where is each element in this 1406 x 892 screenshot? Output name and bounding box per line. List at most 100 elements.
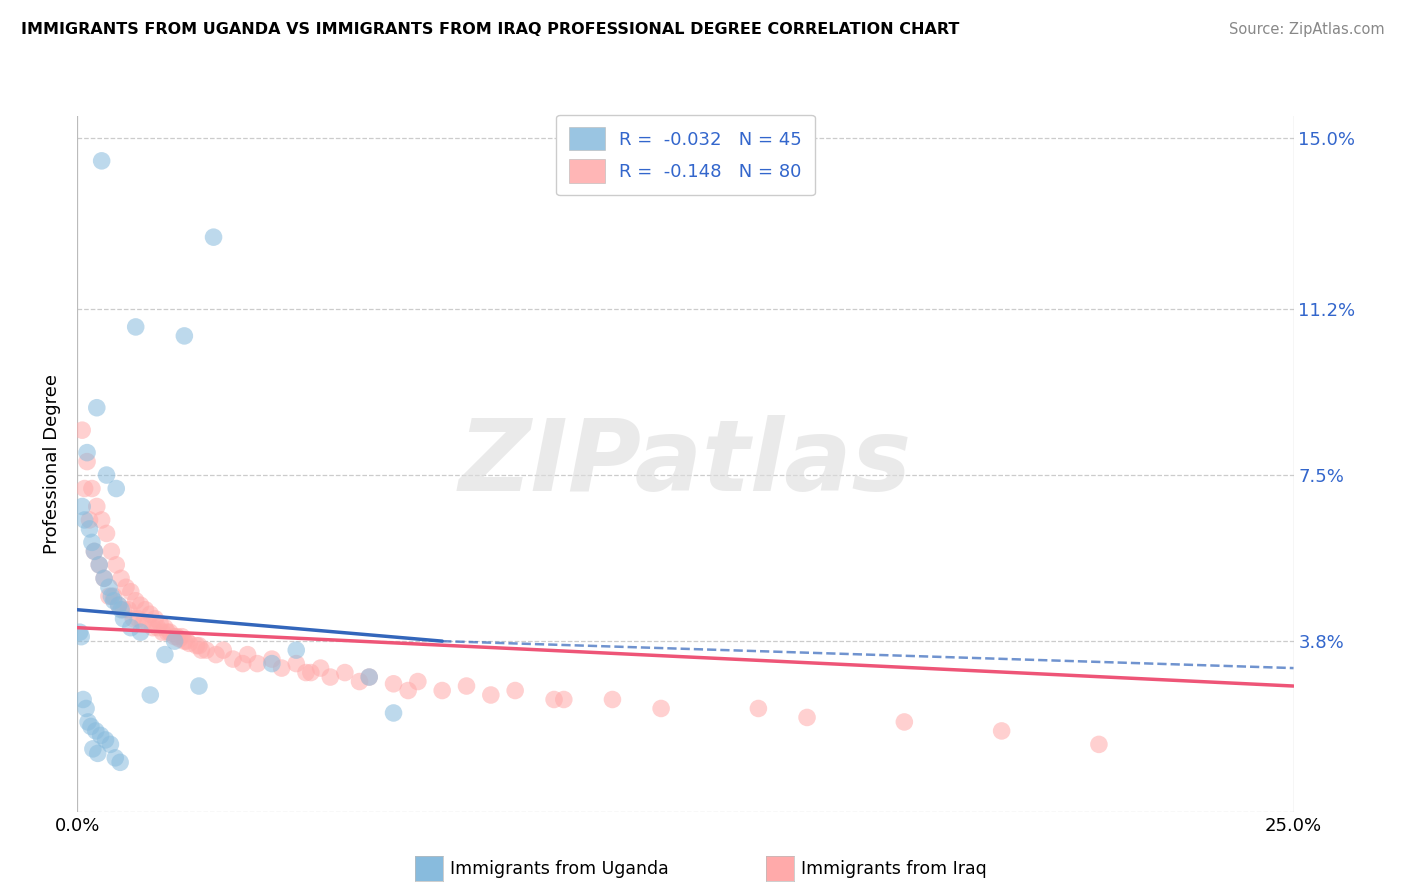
Point — [96, 526, 118, 541]
Point — [103, 593, 125, 607]
Point — [120, 621, 142, 635]
Point — [650, 701, 672, 715]
Point — [503, 683, 526, 698]
Point — [146, 621, 169, 635]
Point — [70, 630, 93, 644]
Point — [406, 674, 429, 689]
Point — [195, 643, 218, 657]
Text: Source: ZipAtlas.com: Source: ZipAtlas.com — [1229, 22, 1385, 37]
Text: IMMIGRANTS FROM UGANDA VS IMMIGRANTS FROM IRAQ PROFESSIONAL DEGREE CORRELATION C: IMMIGRANTS FROM UGANDA VS IMMIGRANTS FRO… — [21, 22, 959, 37]
Point — [89, 558, 111, 572]
Point — [125, 320, 148, 334]
Y-axis label: Professional Degree: Professional Degree — [44, 374, 62, 554]
Point — [212, 643, 235, 657]
Point — [79, 522, 101, 536]
Point — [602, 692, 624, 706]
Point — [142, 621, 165, 635]
Point — [236, 648, 259, 662]
Point — [70, 423, 93, 437]
Point — [70, 500, 93, 514]
Point — [73, 482, 96, 496]
Point — [456, 679, 478, 693]
Legend: R =  -0.032   N = 45, R =  -0.148   N = 80: R = -0.032 N = 45, R = -0.148 N = 80 — [557, 114, 814, 195]
Point — [149, 616, 172, 631]
Point — [105, 558, 128, 572]
Point — [94, 732, 117, 747]
Point — [173, 329, 195, 343]
Point — [169, 632, 191, 646]
Point — [100, 738, 122, 752]
Point — [83, 544, 105, 558]
Point — [543, 692, 565, 706]
Point — [153, 621, 176, 635]
Point — [139, 688, 162, 702]
Point — [77, 714, 100, 729]
Point — [132, 616, 155, 631]
Point — [136, 616, 159, 631]
Point — [125, 593, 148, 607]
Point — [79, 513, 101, 527]
Point — [103, 589, 125, 603]
Point — [127, 612, 149, 626]
Point — [359, 670, 381, 684]
Point — [86, 500, 108, 514]
Point — [90, 153, 112, 168]
Point — [382, 677, 405, 691]
Point — [893, 714, 915, 729]
Point — [349, 674, 371, 689]
Point — [73, 513, 96, 527]
Point — [553, 692, 575, 706]
Text: Immigrants from Uganda: Immigrants from Uganda — [450, 860, 669, 878]
Point — [309, 661, 332, 675]
Point — [76, 454, 98, 468]
Point — [97, 580, 120, 594]
Point — [990, 723, 1012, 738]
Point — [285, 657, 308, 671]
Point — [134, 603, 156, 617]
Point — [72, 692, 94, 706]
Point — [97, 589, 120, 603]
Point — [129, 625, 152, 640]
Point — [90, 728, 112, 742]
Point — [112, 603, 135, 617]
Point — [80, 482, 103, 496]
Point — [75, 701, 97, 715]
Point — [82, 742, 104, 756]
Point — [222, 652, 245, 666]
Point — [299, 665, 322, 680]
Point — [333, 665, 356, 680]
Point — [186, 639, 208, 653]
Text: ZIPatlas: ZIPatlas — [458, 416, 912, 512]
Point — [796, 710, 818, 724]
Point — [179, 636, 201, 650]
Point — [295, 665, 318, 680]
Point — [105, 482, 128, 496]
Point — [396, 683, 419, 698]
Point — [100, 589, 122, 603]
Point — [110, 571, 132, 585]
Point — [747, 701, 769, 715]
Point — [115, 580, 138, 594]
Point — [122, 612, 145, 626]
Point — [205, 648, 228, 662]
Point — [107, 599, 129, 613]
Point — [479, 688, 502, 702]
Point — [176, 634, 198, 648]
Point — [120, 584, 142, 599]
Point — [432, 683, 454, 698]
Point — [190, 643, 212, 657]
Point — [80, 535, 103, 549]
Point — [96, 468, 118, 483]
Point — [170, 630, 193, 644]
Point — [69, 625, 91, 640]
Point — [188, 679, 211, 693]
Point — [117, 603, 139, 617]
Point — [156, 625, 179, 640]
Point — [260, 652, 283, 666]
Point — [129, 599, 152, 613]
Point — [319, 670, 342, 684]
Point — [188, 639, 211, 653]
Point — [104, 751, 127, 765]
Point — [163, 630, 186, 644]
Point — [1088, 738, 1111, 752]
